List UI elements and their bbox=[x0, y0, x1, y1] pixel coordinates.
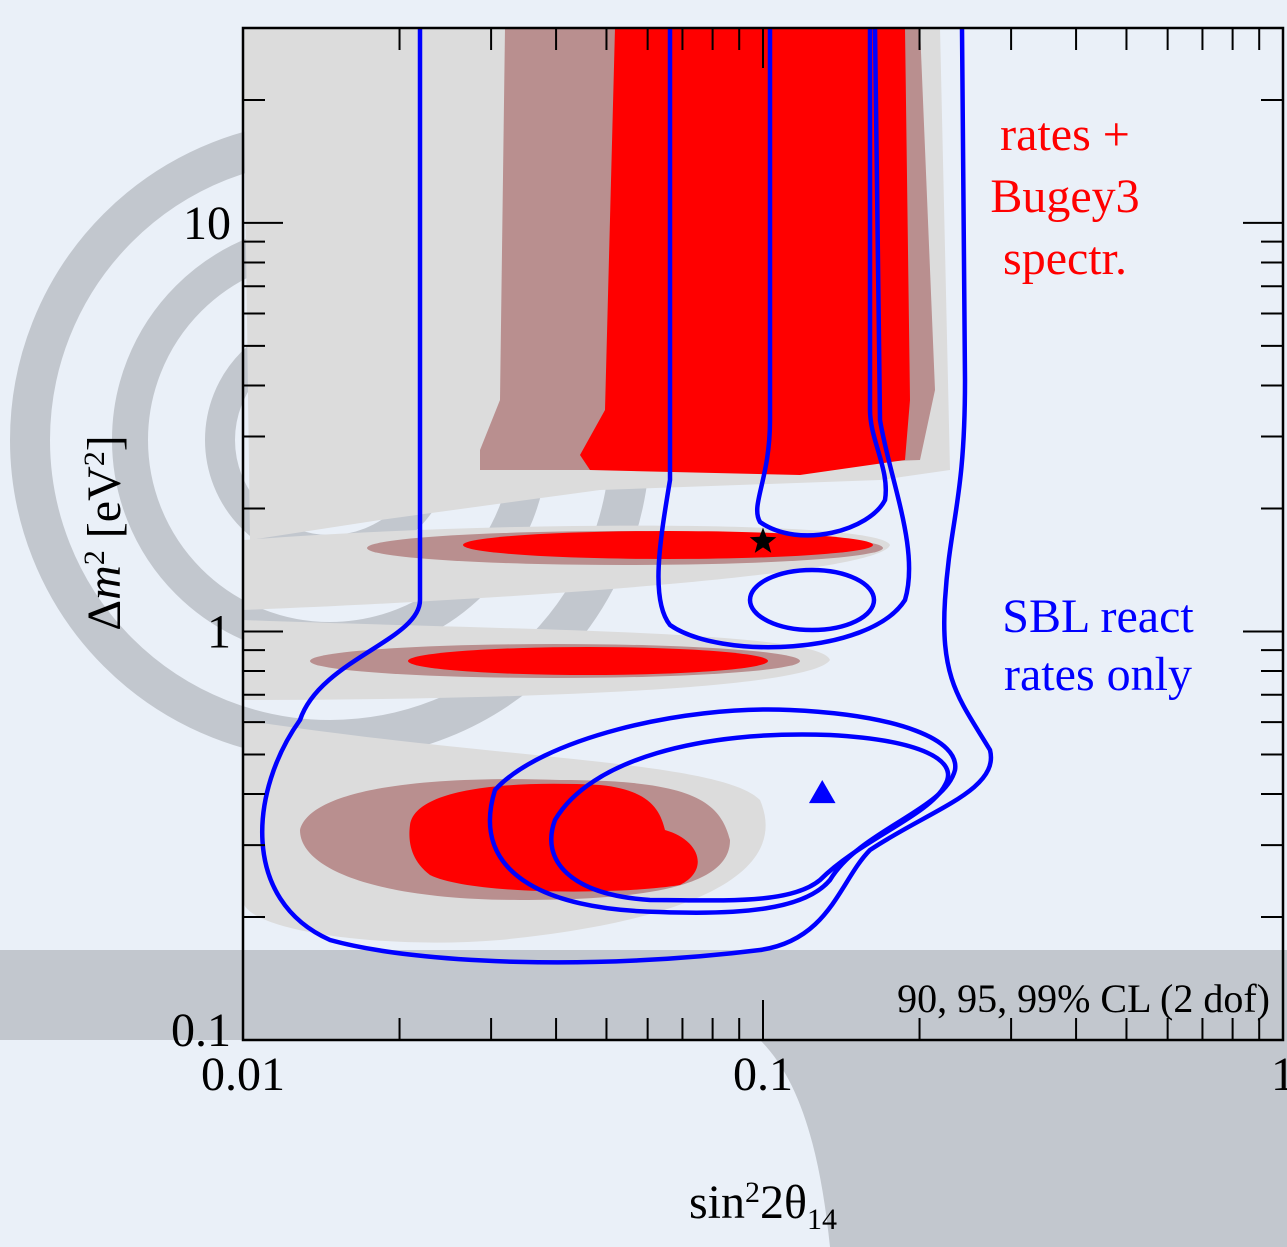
x-axis-label-part: 2 bbox=[745, 1176, 760, 1209]
x-axis-label-part: 14 bbox=[807, 1203, 837, 1236]
y-tick-label: 10 bbox=[183, 197, 231, 250]
y-tick-label: 0.1 bbox=[171, 1004, 231, 1057]
annotation: rates + bbox=[1000, 108, 1130, 161]
contour-95 bbox=[656, 27, 912, 650]
annotation: spectr. bbox=[1003, 232, 1127, 285]
annotation: rates only bbox=[1004, 648, 1192, 701]
x-tick-label: 1 bbox=[1271, 1048, 1287, 1101]
y-axis-label-part: Δ bbox=[78, 600, 131, 631]
annotation: Bugey3 bbox=[990, 170, 1139, 223]
y-axis-label-part: m bbox=[78, 565, 131, 600]
contour-90 bbox=[549, 732, 951, 903]
x-tick-label: 0.1 bbox=[733, 1048, 793, 1101]
y-axis-label-part: [eV bbox=[78, 466, 131, 550]
y-axis-label-part: ] bbox=[78, 435, 131, 451]
annotation: SBL react bbox=[1002, 590, 1194, 643]
x-axis-label-part: 2θ bbox=[760, 1176, 807, 1229]
contour-90 bbox=[747, 567, 877, 633]
contour-lines bbox=[260, 27, 994, 965]
y-axis-label-part: 2 bbox=[78, 550, 111, 565]
annotation: 90, 95, 99% CL (2 dof) bbox=[897, 976, 1270, 1021]
contour-90 bbox=[754, 28, 889, 538]
x-axis-label-part: sin bbox=[689, 1176, 745, 1229]
y-tick-label: 1 bbox=[207, 605, 231, 658]
best-fit-marker bbox=[749, 527, 777, 553]
y-axis-label-part: 2 bbox=[78, 451, 111, 466]
best-fit-marker bbox=[808, 780, 836, 804]
contour-99 bbox=[260, 27, 994, 965]
x-axis-label: sin22θ14 bbox=[689, 1176, 837, 1236]
y-axis-label: Δm2 [eV2] bbox=[78, 435, 132, 630]
x-tick-label: 0.01 bbox=[201, 1048, 285, 1101]
